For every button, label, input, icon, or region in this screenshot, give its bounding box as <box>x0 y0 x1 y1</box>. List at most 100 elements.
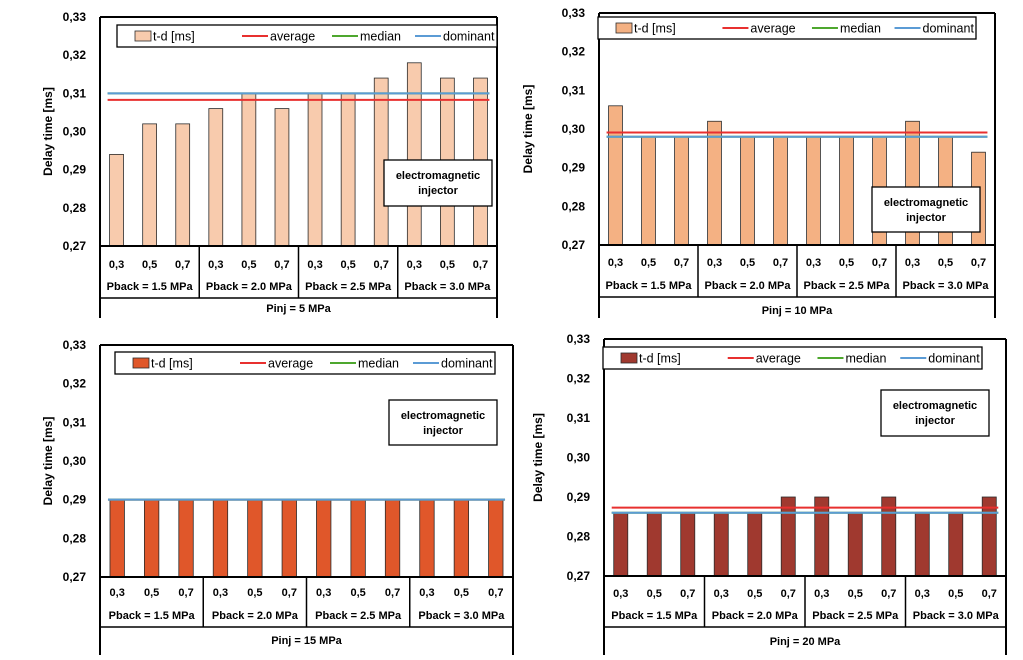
bar <box>419 499 435 578</box>
y-tick-label: 0,31 <box>562 83 586 97</box>
x-tick-label: 0,7 <box>773 257 788 269</box>
annotation-box: electromagnetic injector <box>383 159 493 207</box>
chart-svg-pinj-10: 0,27 0,28 0,29 0,30 0,31 0,32 0,33 Delay time [… <box>521 6 996 318</box>
annotation-line-2: injector <box>906 212 946 224</box>
group-label: Pback = 3.0 MPa <box>404 281 491 293</box>
legend-box <box>602 346 983 370</box>
bar <box>208 108 224 247</box>
y-tick-label: 0,28 <box>63 531 87 545</box>
x-tick-label: 0,3 <box>714 588 729 600</box>
bar <box>881 496 897 577</box>
bar <box>143 499 160 578</box>
group-label: Pback = 2.5 MPa <box>812 610 899 622</box>
x-tick-label: 0,7 <box>274 259 289 271</box>
annotation-line-2: injector <box>423 425 463 437</box>
group-label: Pback = 1.5 MPa <box>109 610 196 622</box>
x-tick-label: 0,3 <box>419 587 434 599</box>
y-axis-label: Delay time [ms] <box>41 87 55 176</box>
legend-average-label: average <box>268 357 313 371</box>
annotation-line-2: injector <box>915 415 955 427</box>
group-label: Pback = 3.0 MPa <box>903 280 990 292</box>
y-axis-label: Delay time [ms] <box>41 417 55 506</box>
legend-td-swatch <box>615 22 633 34</box>
y-tick-label: 0,27 <box>63 239 87 253</box>
legend-box <box>116 24 498 48</box>
annotation-box: electromagnetic injector <box>871 186 981 233</box>
bar <box>340 92 356 247</box>
legend-average-label: average <box>270 30 315 44</box>
legend-median-label: median <box>840 22 881 36</box>
chart-svg-pinj-20: 0,27 0,28 0,29 0,30 0,31 0,32 0,33 Delay time [… <box>531 332 1007 655</box>
annotation-line-1: electromagnetic <box>884 197 968 209</box>
y-tick-label: 0,27 <box>562 238 586 252</box>
bar <box>740 136 755 246</box>
bar <box>713 512 729 577</box>
bar <box>773 136 788 246</box>
x-axis-label: Pinj = 20 MPa <box>770 636 841 648</box>
x-axis-label: Pinj = 15 MPa <box>271 635 342 647</box>
bar <box>839 136 854 246</box>
y-tick-label: 0,29 <box>562 161 586 175</box>
x-tick-label: 0,7 <box>178 587 193 599</box>
annotation-line-1: electromagnetic <box>893 400 977 412</box>
chart-svg-pinj-15: 0,27 0,28 0,29 0,30 0,31 0,32 0,33 Delay time [… <box>41 338 514 655</box>
legend-td-label: t-d [ms] <box>151 357 193 371</box>
group-label: Pback = 2.5 MPa <box>804 280 891 292</box>
bar <box>488 499 504 578</box>
group-label: Pback = 1.5 MPa <box>606 280 693 292</box>
x-tick-label: 0,3 <box>905 257 920 269</box>
y-tick-label: 0,28 <box>63 201 87 215</box>
x-tick-label: 0,7 <box>674 257 689 269</box>
bar <box>350 499 366 578</box>
x-tick-label: 0,5 <box>641 257 656 269</box>
legend-dominant-label: dominant <box>443 30 495 44</box>
bar <box>608 105 623 246</box>
x-tick-label: 0,7 <box>680 588 695 600</box>
y-tick-label: 0,30 <box>63 454 87 468</box>
bar <box>241 92 257 247</box>
group-label: Pback = 2.0 MPa <box>206 281 293 293</box>
y-tick-label: 0,29 <box>63 163 87 177</box>
legend-box <box>597 16 977 40</box>
y-tick-label: 0,31 <box>63 86 87 100</box>
annotation-box: electromagnetic injector <box>880 389 990 437</box>
bar <box>453 499 470 578</box>
y-axis-label: Delay time [ms] <box>531 413 545 502</box>
legend-median-label: median <box>360 30 401 44</box>
bar <box>948 512 964 577</box>
legend-dominant-label: dominant <box>928 352 980 366</box>
bar <box>274 108 290 247</box>
annotation-frame <box>388 399 498 446</box>
y-tick-label: 0,30 <box>63 125 87 139</box>
bar <box>814 496 830 577</box>
annotation-line-1: electromagnetic <box>396 170 480 182</box>
bar <box>680 512 696 577</box>
x-tick-label: 0,5 <box>747 588 762 600</box>
x-tick-label: 0,7 <box>881 588 896 600</box>
y-tick-label: 0,29 <box>567 490 591 504</box>
bar <box>109 499 125 578</box>
x-tick-label: 0,3 <box>110 587 125 599</box>
group-label: Pback = 3.0 MPa <box>913 610 1000 622</box>
group-label: Pback = 2.0 MPa <box>712 610 799 622</box>
y-tick-label: 0,29 <box>63 493 87 507</box>
bar <box>175 123 191 247</box>
y-tick-label: 0,33 <box>63 10 87 24</box>
bar <box>247 499 263 578</box>
x-tick-label: 0,7 <box>473 259 488 271</box>
legend-average-label: average <box>750 22 795 36</box>
bar <box>707 120 722 246</box>
bar <box>281 499 297 578</box>
y-tick-label: 0,30 <box>567 451 591 465</box>
legend: t-d [ms] average median dominant <box>116 24 498 48</box>
group-label: Pback = 2.5 MPa <box>315 610 402 622</box>
group-label: Pback = 1.5 MPa <box>107 281 194 293</box>
x-tick-label: 0,5 <box>340 259 355 271</box>
x-tick-label: 0,3 <box>316 587 331 599</box>
chart-panel-pinj-20: 0,27 0,28 0,29 0,30 0,31 0,32 0,33 Delay time [… <box>518 325 1023 655</box>
legend-td-label: t-d [ms] <box>153 30 195 44</box>
x-tick-label: 0,5 <box>350 587 365 599</box>
legend: t-d [ms] average median dominant <box>602 346 983 370</box>
x-tick-label: 0,3 <box>707 257 722 269</box>
chart-svg-pinj-5: 0,27 0,28 0,29 0,30 0,31 0,32 0,33 Delay time [… <box>41 10 498 318</box>
